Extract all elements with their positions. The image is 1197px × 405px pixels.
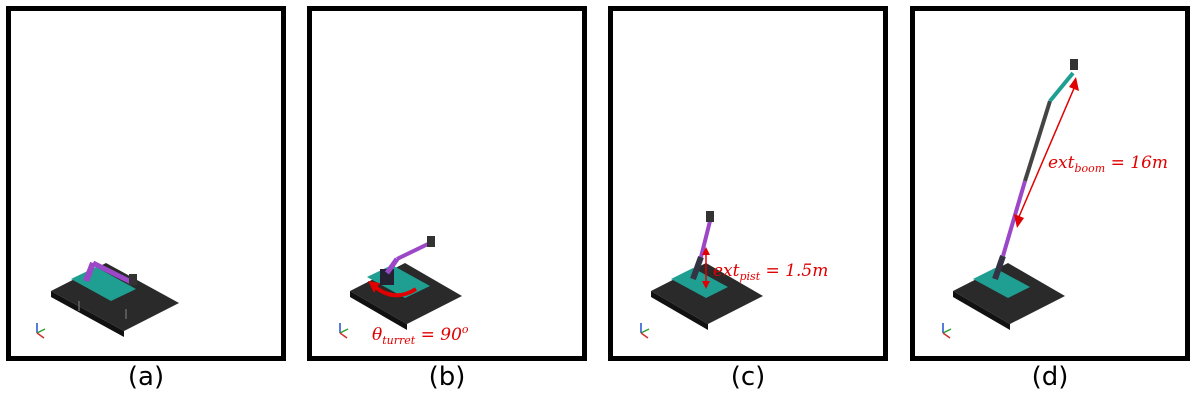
crane-render-c	[640, 211, 763, 339]
panel-c: extpist = 1.5m	[608, 6, 888, 361]
boom-base	[992, 255, 1006, 280]
caption-a: (a)	[127, 362, 165, 392]
hook-block	[427, 236, 435, 247]
crane-render-a	[36, 260, 179, 339]
panel-b: θturret = 90o	[307, 6, 587, 361]
turret-angle-label: θturret = 90o	[372, 323, 469, 347]
axes-triad-icon	[339, 323, 349, 339]
boom-middle	[1023, 100, 1052, 182]
panel-a	[6, 6, 286, 361]
boom	[91, 260, 135, 286]
crane-render-b	[339, 236, 462, 339]
crane-render-d	[942, 59, 1079, 339]
turret-deck	[973, 268, 1030, 298]
axes-triad-icon	[640, 323, 650, 339]
boom	[396, 241, 431, 261]
boom-extension-arrow	[1017, 85, 1076, 220]
axes-triad-icon	[942, 323, 952, 339]
boom	[699, 220, 712, 258]
turret-body	[380, 269, 394, 285]
hook-block	[129, 274, 137, 285]
boom-lower	[1001, 180, 1027, 257]
caption-b: (b)	[428, 362, 466, 392]
boom-piston	[83, 261, 96, 283]
boom-piston	[384, 257, 400, 275]
caption-c: (c)	[730, 362, 766, 392]
turret-deck	[671, 268, 728, 298]
boom-extension-label: extboom = 16m	[1048, 153, 1169, 175]
piston-extension-label: extpist = 1.5m	[713, 261, 829, 283]
boom-upper	[1048, 71, 1075, 103]
rotation-arrow	[372, 284, 418, 298]
axes-triad-icon	[36, 323, 46, 339]
panel-d: extboom = 16m	[910, 6, 1190, 361]
caption-d: (d)	[1031, 362, 1069, 392]
hook-block	[1070, 59, 1078, 70]
hook-block	[706, 211, 714, 222]
boom-base	[690, 255, 704, 281]
